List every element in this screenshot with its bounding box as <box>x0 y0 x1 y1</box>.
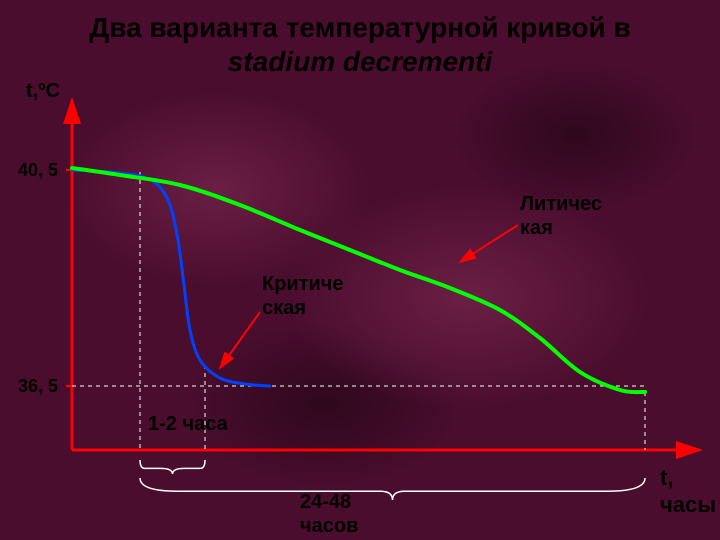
slide-root: 40, 5 36, 5 Литическая Критическая 1-2 часа 2… <box>0 0 720 540</box>
chart-svg: 40, 5 36, 5 Литическая Критическая 1-2 часа 2… <box>0 0 720 540</box>
time-brace <box>140 478 645 500</box>
curve-label: ская <box>262 297 306 319</box>
label-arrow <box>220 312 260 368</box>
curve-label: кая <box>520 217 553 239</box>
y-axis-label: t,ºC <box>26 80 60 103</box>
brace-label: 24-48 <box>300 491 351 513</box>
curve-label: Литичес <box>520 193 602 215</box>
brace-label: часов <box>300 515 358 537</box>
x-axis-label-2: часы <box>660 492 716 518</box>
title-line2: stadium decrementi <box>0 46 720 78</box>
y-tick-label: 36, 5 <box>18 376 58 396</box>
critical-curve <box>72 170 270 386</box>
time-brace <box>140 460 205 474</box>
brace-label: 1-2 часа <box>148 413 229 435</box>
curve-label: Критиче <box>262 273 344 295</box>
x-axis-label-1: t, <box>660 465 673 491</box>
y-tick-label: 40, 5 <box>18 160 58 180</box>
title-line1: Два варианта температурной кривой в <box>0 12 720 44</box>
label-arrow <box>460 225 518 262</box>
